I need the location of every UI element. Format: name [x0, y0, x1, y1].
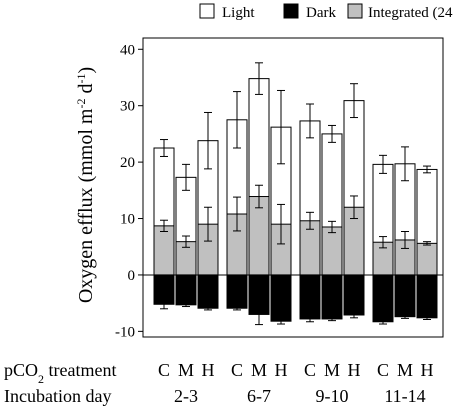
error-bar-light [401, 146, 409, 182]
legend-label-dark: Dark [306, 5, 336, 21]
bar-dark [321, 274, 343, 320]
bars [153, 62, 438, 326]
incubation-day-label: 6-7 [247, 386, 271, 406]
bar-integrated [321, 226, 343, 276]
bar-dark [343, 274, 365, 316]
error-bar-dark [350, 311, 358, 319]
treatment-label: C [231, 360, 243, 380]
error-bar-integrated [328, 220, 336, 234]
error-bar-dark [233, 306, 241, 311]
bar-dark [175, 274, 197, 306]
error-bar-integrated [255, 184, 263, 209]
error-bar-dark [204, 306, 212, 311]
error-bar-dark [255, 303, 263, 326]
x-axis-labels: C M H2-3C M H6-7C M H9-10C M H11-14 [158, 360, 434, 406]
treatment-label: H [348, 360, 361, 380]
error-bar-dark [423, 315, 431, 321]
legend-label-light: Light [222, 5, 255, 21]
treatment-label: C [304, 360, 316, 380]
treatment-label: M [251, 360, 267, 380]
legend-swatch-dark [283, 3, 299, 19]
error-bar-dark [277, 317, 285, 325]
y-axis-title: Oxygen efflux (mmol m-2 d-1) [74, 67, 97, 303]
incubation-day-row-label: Incubation day [4, 386, 111, 406]
error-bar-light [379, 154, 387, 174]
error-bar-integrated [306, 211, 314, 230]
bar-integrated [416, 242, 438, 276]
treatment-label: H [421, 360, 434, 380]
error-bar-light [182, 163, 190, 191]
error-bar-dark [306, 315, 314, 323]
bar-dark [299, 274, 321, 320]
y-tick-label: 0 [128, 268, 136, 284]
legend: Light Dark Integrated (24 h) [199, 3, 454, 21]
error-bar-integrated [423, 241, 431, 246]
error-bar-light [423, 165, 431, 174]
treatment-label: M [178, 360, 194, 380]
error-bar-dark [379, 319, 387, 325]
error-bar-integrated [277, 203, 285, 245]
y-tick-label: 20 [120, 155, 135, 171]
error-bar-integrated [204, 206, 212, 242]
y-tick-label: 30 [120, 99, 135, 115]
error-bar-light [277, 89, 285, 165]
error-bar-dark [182, 302, 190, 308]
treatment-row-label: pCO2 treatment [4, 360, 116, 386]
legend-swatch-integrated [347, 3, 363, 19]
error-bar-integrated [182, 235, 190, 248]
incubation-day-label: 2-3 [174, 386, 198, 406]
error-bar-light [328, 124, 336, 143]
error-bar-integrated [379, 236, 387, 249]
error-bar-light [350, 83, 358, 119]
bar-dark [226, 274, 248, 309]
error-bar-light [160, 139, 168, 157]
y-tick-label: -10 [115, 324, 135, 340]
error-bar-integrated [401, 231, 409, 249]
y-tick-label: 40 [120, 42, 135, 58]
treatment-label: H [275, 360, 288, 380]
error-bar-light [204, 111, 212, 170]
bar-dark [372, 274, 394, 323]
incubation-day-label: 11-14 [384, 386, 425, 406]
error-bar-integrated [233, 196, 241, 232]
legend-swatch-light [199, 3, 215, 19]
y-axis: -10 0 10 20 30 40 [115, 42, 143, 340]
bar-dark [416, 274, 438, 319]
treatment-label: C [158, 360, 170, 380]
bar-dark [197, 274, 219, 309]
plot-frame [142, 37, 444, 338]
incubation-day-label: 9-10 [316, 386, 349, 406]
bar-dark [394, 274, 416, 318]
error-bar-light [233, 91, 241, 149]
treatment-label: M [397, 360, 413, 380]
error-bar-light [306, 103, 314, 139]
treatment-label: M [324, 360, 340, 380]
bar-integrated [153, 225, 175, 276]
error-bar-dark [401, 314, 409, 319]
error-bar-integrated [350, 195, 358, 220]
y-tick-label: 10 [120, 212, 135, 228]
legend-label-integrated: Integrated (24 h) [368, 5, 454, 21]
treatment-label: H [202, 360, 215, 380]
error-bar-dark [328, 316, 336, 322]
error-bar-light [255, 62, 263, 95]
error-bar-integrated [160, 219, 168, 233]
error-bar-dark [160, 299, 168, 310]
treatment-label: C [377, 360, 389, 380]
bar-dark [270, 274, 292, 322]
